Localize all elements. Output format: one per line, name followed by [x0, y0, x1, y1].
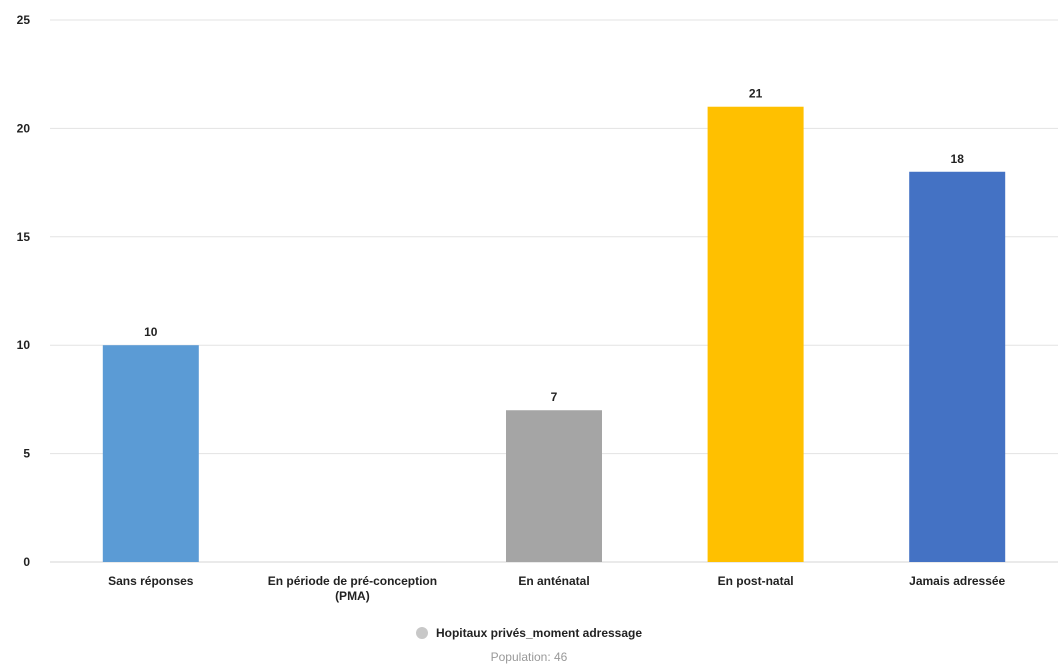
y-tick-label: 15: [17, 230, 31, 244]
gridlines: [50, 19, 1058, 563]
data-label: 18: [951, 152, 965, 166]
x-axis-categories: Sans réponses En période de pré-conceptio…: [108, 574, 1005, 603]
data-labels: 10 7 21 18: [144, 87, 964, 405]
legend-label: Hopitaux privés_moment adressage: [435, 626, 643, 640]
data-label: 21: [749, 87, 763, 101]
bar[interactable]: [506, 410, 602, 562]
population-note: Population: 46: [490, 650, 568, 664]
bar[interactable]: [909, 171, 1006, 562]
y-tick-label: 5: [23, 447, 30, 461]
bar[interactable]: [102, 345, 199, 562]
bars: [102, 106, 1006, 562]
bar[interactable]: [707, 106, 804, 562]
data-label: 7: [551, 390, 558, 404]
legend[interactable]: Hopitaux privés_moment adressage: [0, 626, 1058, 640]
y-tick-label: 10: [17, 338, 31, 352]
data-label: 10: [144, 325, 158, 339]
y-tick-label: 0: [23, 555, 30, 569]
x-category-label: En période de pré-conception (PMA): [268, 574, 437, 603]
y-tick-label: 20: [17, 121, 31, 135]
x-category-label: Jamais adressée: [909, 574, 1005, 588]
legend-marker-icon: [415, 627, 428, 639]
x-category-label: En post-natal: [718, 574, 794, 588]
x-category-label: En anténatal: [518, 574, 589, 588]
bar-chart: 0 5 10 15 20 25 10 7 21 18 Sans réponses En pério…: [17, 13, 1058, 603]
x-category-label: Sans réponses: [108, 574, 194, 588]
y-axis-ticks: 0 5 10 15 20 25: [17, 13, 31, 569]
y-tick-label: 25: [17, 13, 31, 27]
